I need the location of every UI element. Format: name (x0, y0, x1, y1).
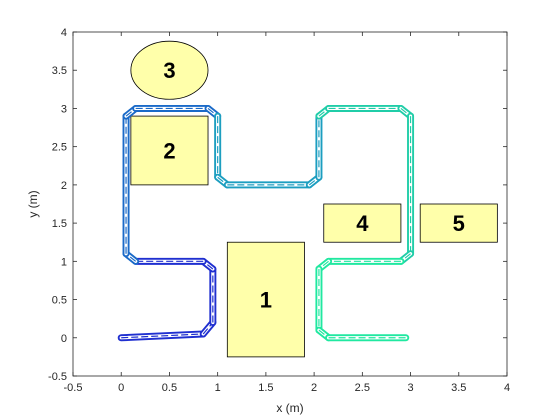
y-tick-label: 2.5 (52, 142, 67, 154)
obstacles-layer: 1 2 3 4 5 (130, 40, 498, 358)
y-tick-label: 1 (61, 256, 67, 268)
obstacle-3: 3 (130, 40, 209, 100)
obstacle-label: 1 (260, 288, 272, 313)
x-tick-label: 2 (311, 382, 317, 394)
ticks-layer: -0.5 0 0.5 1 1.5 2 2.5 3 3.5 4 -0.5 0 0.5 1 1.5 2 2.5 3 3.… (48, 27, 510, 394)
path-layer (117, 104, 415, 342)
obstacle-shape (419, 203, 498, 243)
x-tick-label: 4 (504, 382, 510, 394)
y-tick-label: 2 (61, 180, 67, 192)
x-tick-label: 3.5 (451, 382, 466, 394)
x-tick-label: 0.5 (162, 382, 177, 394)
path-segment-dash (121, 333, 204, 339)
y-tick-label: 4 (61, 27, 67, 39)
x-tick-label: -0.5 (64, 382, 83, 394)
y-tick-label: 0.5 (52, 295, 67, 307)
axes-box (72, 31, 508, 377)
obstacle-shape (226, 241, 305, 358)
y-tick-label: -0.5 (48, 371, 67, 383)
obstacle-4: 4 (323, 203, 402, 243)
obstacle-5: 5 (419, 203, 498, 243)
x-tick-label: 1.5 (258, 382, 273, 394)
x-tick-label: 3 (407, 382, 413, 394)
obstacle-shape (130, 40, 209, 100)
obstacle-label: 5 (453, 211, 465, 236)
x-tick-label: 1 (215, 382, 221, 394)
y-axis-title: y (m) (26, 190, 40, 217)
obstacle-1: 1 (226, 241, 305, 358)
y-tick-label: 0 (61, 333, 67, 345)
x-axis-title: x (m) (276, 401, 303, 415)
x-tick-label: 2.5 (355, 382, 370, 394)
obstacle-2: 2 (130, 115, 209, 186)
y-tick-label: 3 (61, 103, 67, 115)
x-tick-label: 0 (118, 382, 124, 394)
obstacle-label: 3 (163, 58, 175, 83)
obstacle-label: 2 (163, 138, 175, 163)
path-segment (117, 330, 207, 342)
obstacle-shape (323, 203, 402, 243)
obstacle-label: 4 (356, 211, 369, 236)
obstacle-shape (130, 115, 209, 186)
y-tick-label: 1.5 (52, 218, 67, 230)
y-tick-label: 3.5 (52, 65, 67, 77)
